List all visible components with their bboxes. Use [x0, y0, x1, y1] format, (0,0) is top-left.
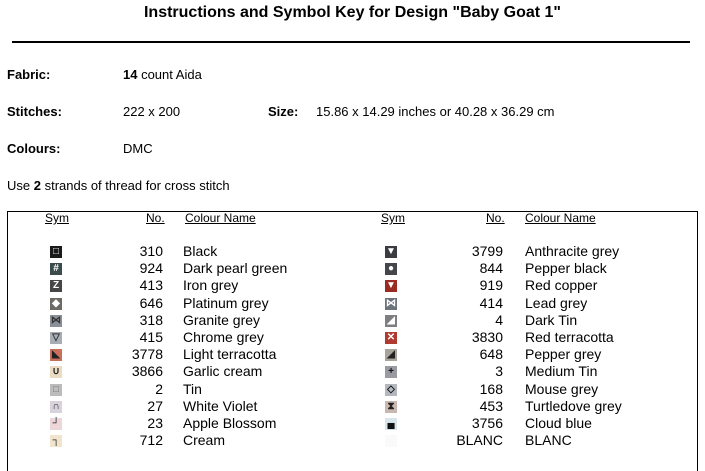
symbol-swatch: ⋈ [385, 297, 397, 310]
symbol-swatch: ● [385, 263, 397, 276]
dmc-number: BLANC [456, 432, 503, 449]
colours-label: Colours: [7, 141, 61, 156]
fabric-label: Fabric: [7, 67, 51, 82]
symbol-swatch: ⧗ [385, 400, 397, 413]
colour-name: Pepper black [525, 260, 607, 277]
colour-name: Granite grey [183, 311, 261, 328]
symbol-swatch: Z [50, 280, 62, 293]
dmc-number: 3799 [471, 243, 503, 259]
colour-name: Apple Blossom [183, 415, 277, 431]
symbol-swatch: ▼ [385, 246, 397, 258]
size-value: 15.86 x 14.29 inches or 40.28 x 36.29 cm [316, 104, 555, 119]
colour-name: Light terracotta [183, 346, 277, 363]
colour-name: White Violet [183, 397, 258, 414]
dmc-number: 712 [139, 432, 163, 449]
colour-name: BLANC [525, 432, 572, 449]
fabric-count: 14 [123, 67, 138, 82]
dmc-number: 3 [495, 363, 503, 380]
divider [12, 41, 690, 43]
dmc-number: 168 [479, 380, 503, 397]
stitches-value: 222 x 200 [123, 104, 181, 119]
dmc-number: 318 [139, 311, 163, 328]
symbol-swatch: ┘ [50, 418, 62, 430]
dmc-number: 3756 [471, 415, 503, 431]
symbol-swatch: ▽ [50, 332, 62, 344]
stitches-label: Stitches: [7, 104, 62, 119]
symbol-key-table [7, 211, 698, 471]
colours-value: DMC [123, 141, 153, 156]
dmc-number: 23 [147, 415, 163, 431]
symbol-swatch: ◢ [385, 314, 397, 327]
colour-name: Mouse grey [525, 380, 599, 397]
header-no: No. [486, 211, 505, 225]
colour-name: Chrome grey [183, 329, 264, 345]
colour-name: Cream [183, 432, 226, 449]
symbol-swatch: ◇ [385, 383, 397, 396]
symbol-swatch: ▼ [385, 280, 397, 293]
colour-name: Dark Tin [525, 311, 578, 328]
symbol-swatch: ┐ [50, 435, 62, 448]
symbol-swatch: ◆ [50, 297, 62, 310]
colour-name: Black [183, 243, 218, 259]
symbol-swatch: ∩ [50, 400, 62, 413]
symbol-swatch: ⋈ [50, 314, 62, 327]
dmc-number: 4 [495, 311, 503, 328]
header-name: Colour Name [185, 211, 256, 225]
symbol-swatch: # [50, 263, 62, 276]
colour-name: Cloud blue [525, 415, 592, 431]
colour-name: Red copper [525, 277, 598, 294]
colour-name: Red terracotta [525, 329, 614, 345]
colour-name: Anthracite grey [525, 243, 620, 259]
dmc-number: 3830 [471, 329, 503, 345]
header-no: No. [146, 211, 165, 225]
fabric-type: count Aida [137, 67, 202, 82]
text: strands of thread for cross stitch [40, 178, 230, 193]
dmc-number: 924 [139, 260, 163, 277]
dmc-number: 646 [139, 294, 163, 311]
dmc-number: 413 [139, 277, 163, 294]
symbol-swatch: + [385, 366, 397, 379]
strand-count: 2 [33, 178, 41, 193]
dmc-number: 2 [155, 380, 163, 397]
header-sym: Sym [45, 211, 69, 225]
colour-name: Garlic cream [183, 363, 263, 380]
colour-name: Dark pearl green [183, 260, 288, 277]
dmc-number: 453 [479, 397, 503, 414]
colour-name: Platinum grey [183, 294, 269, 311]
dmc-number: 3866 [131, 363, 163, 380]
symbol-swatch: □ [50, 246, 62, 258]
dmc-number: 310 [139, 243, 163, 259]
symbol-swatch: ◢ [385, 349, 397, 362]
text: Use [7, 178, 34, 193]
symbol-swatch: ▄ [385, 418, 397, 430]
page-title: Instructions and Symbol Key for Design "… [143, 4, 562, 21]
symbol-swatch: □ [50, 383, 62, 396]
symbol-swatch: ✕ [385, 332, 397, 344]
dmc-number: 415 [139, 329, 163, 345]
dmc-number: 919 [479, 277, 503, 294]
colour-name: Pepper grey [525, 346, 602, 363]
dmc-number: 27 [147, 397, 163, 414]
colour-name: Iron grey [183, 277, 239, 294]
header-sym: Sym [381, 211, 405, 225]
strands-instruction: Use 2 strands of thread for cross stitch [7, 178, 230, 193]
symbol-swatch [385, 435, 397, 448]
symbol-swatch: ◣ [50, 349, 62, 362]
dmc-number: 414 [479, 294, 503, 311]
size-label: Size: [268, 104, 299, 119]
colour-name: Medium Tin [525, 363, 598, 380]
colour-name: Turtledove grey [525, 397, 622, 414]
colour-name: Tin [183, 380, 202, 397]
fabric-value: 14 count Aida [123, 67, 202, 82]
dmc-number: 648 [479, 346, 503, 363]
header-name: Colour Name [525, 211, 596, 225]
dmc-number: 844 [479, 260, 503, 277]
colour-name: Lead grey [525, 294, 588, 311]
dmc-number: 3778 [131, 346, 163, 363]
symbol-swatch: ∪ [50, 366, 62, 379]
